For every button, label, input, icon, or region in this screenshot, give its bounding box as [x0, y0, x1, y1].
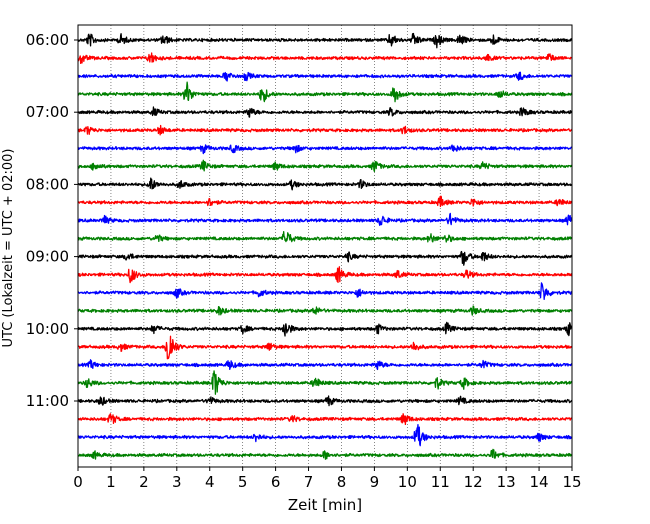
y-tick-label: 11:00	[26, 392, 69, 410]
trace-0745	[77, 159, 573, 173]
y-axis-label: UTC (Lokalzeit = UTC + 02:00)	[1, 149, 16, 348]
x-tick-label: 8	[337, 473, 347, 491]
plot-frame	[77, 24, 573, 468]
trace-1030	[77, 359, 573, 371]
y-tick-label: 06:00	[26, 31, 69, 49]
x-tick-label: 10	[398, 473, 417, 491]
x-tick-label: 0	[73, 473, 83, 491]
x-tick-label: 13	[497, 473, 516, 491]
x-tick-label: 5	[238, 473, 248, 491]
x-tick-label: 11	[431, 473, 450, 491]
trace-0915	[77, 266, 573, 284]
x-tick-label: 9	[370, 473, 380, 491]
trace-0945	[77, 305, 573, 316]
x-tick-label: 7	[304, 473, 314, 491]
trace-0630	[77, 71, 573, 82]
trace-1000	[77, 321, 573, 337]
trace-1100	[77, 395, 573, 407]
x-tick-label: 14	[530, 473, 549, 491]
y-tick-label: 09:00	[26, 248, 69, 266]
trace-0700	[77, 106, 573, 118]
trace-0815	[77, 195, 573, 208]
x-tick-label: 6	[271, 473, 281, 491]
trace-0715	[77, 124, 573, 136]
trace-0830	[77, 212, 573, 227]
trace-0800	[77, 177, 573, 191]
trace-1145	[77, 448, 573, 460]
trace-0600	[77, 32, 573, 49]
trace-1045	[77, 370, 573, 395]
x-axis-ticks: 0 1 2 3 4 5 6 7 8 9 10 11 12 13 14 15	[73, 467, 582, 491]
x-tick-label: 2	[139, 473, 149, 491]
x-tick-label: 3	[172, 473, 182, 491]
y-axis-ticks: 06:00 07:00 08:00 09:00 10:00 11:00	[26, 31, 78, 410]
trace-1015	[77, 335, 573, 360]
trace-1130	[77, 424, 573, 447]
x-tick-label: 4	[205, 473, 215, 491]
trace-0930	[77, 282, 573, 301]
x-tick-label: 12	[464, 473, 483, 491]
trace-0900	[77, 250, 573, 266]
trace-0615	[77, 52, 573, 65]
x-tick-label: 1	[106, 473, 116, 491]
x-tick-label: 15	[562, 473, 581, 491]
y-tick-label: 07:00	[26, 103, 69, 121]
trace-0845	[77, 231, 573, 243]
trace-0730	[77, 144, 573, 155]
trace-layer	[77, 32, 573, 460]
x-axis-label: Zeit [min]	[288, 496, 362, 514]
trace-0645	[77, 81, 573, 103]
y-tick-label: 10:00	[26, 320, 69, 338]
y-tick-label: 08:00	[26, 175, 69, 193]
trace-1115	[77, 413, 573, 426]
